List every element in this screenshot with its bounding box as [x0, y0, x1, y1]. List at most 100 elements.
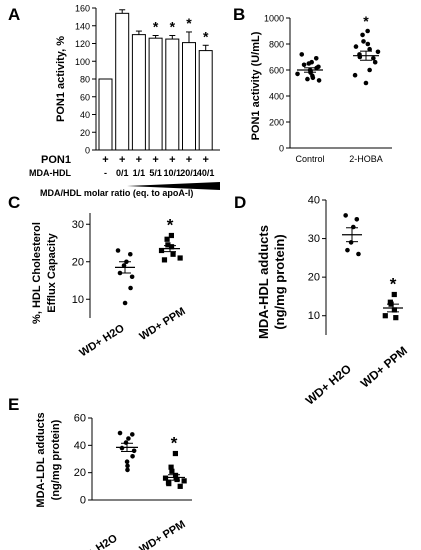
panel-e-point	[125, 463, 130, 469]
panel-c-cat-h2o: WD+ H2O	[77, 322, 126, 359]
panel-b-ytick-label: 400	[269, 92, 284, 102]
panel-b-point	[367, 67, 372, 73]
panel-e-point	[125, 467, 130, 473]
panel-b-point	[295, 71, 300, 77]
panel-a-bar	[182, 42, 196, 151]
panel-c-point	[177, 255, 183, 261]
panel-c-point	[122, 300, 128, 306]
panel-c-point	[115, 248, 121, 253]
panel-e-point	[126, 436, 131, 441]
panel-a-ratio-wedge	[127, 182, 220, 190]
panel-a-significance: *	[153, 19, 159, 35]
panel-a-bar	[131, 34, 146, 151]
panel-c-ylabel-line1: %, HDL Cholesterol	[31, 222, 43, 324]
panel-b-point	[372, 59, 378, 65]
panel-e-scatter: 0 20 40 60 * MDA-LDL adducts (ng/mg protein…	[35, 412, 192, 550]
panel-a-pon1-cell: +	[186, 154, 192, 166]
panel-c-significance: *	[167, 216, 174, 235]
panel-a-mda-hdl-cell: 5/1	[149, 168, 162, 178]
panel-e-ylabel-line1: MDA-LDL adducts	[35, 412, 47, 507]
panel-e-point	[174, 476, 180, 483]
panel-b-point	[299, 52, 305, 57]
panel-d-cat-h2o: WD+ H2O	[303, 362, 354, 408]
panel-d-point	[393, 315, 399, 321]
panel-c-scatter: 10 20 30 * %, HDL Cholesterol Efflux Capac…	[31, 213, 188, 359]
panel-a-mda-hdl-cell: 20/1	[180, 168, 198, 178]
panel-e-cat-ppm: WD+ PPM	[137, 518, 187, 550]
panel-d-ytick-label: 40	[308, 195, 320, 207]
panel-a-significance: *	[203, 28, 209, 44]
panel-letter-e: E	[8, 395, 19, 414]
panel-e-ytick-label: 0	[80, 495, 86, 507]
panel-d-point	[343, 213, 348, 218]
panel-b-point	[375, 49, 381, 55]
panel-a-ytick-label: 160	[75, 4, 90, 14]
panel-a-row-label-pon1: PON1	[41, 154, 71, 166]
panel-a-bar-chart: 0 20 40 60 80 100 120 140 160 * * * * PON1 activity…	[29, 4, 220, 198]
panel-b-significance: *	[363, 13, 369, 29]
panel-a-pon1-cell: +	[136, 154, 142, 166]
panel-a-pon1-cell: +	[202, 154, 208, 166]
panel-d-ylabel-line1: MDA-HDL adducts	[256, 225, 271, 339]
panel-d-point	[382, 313, 388, 319]
panel-b-cat-2hoba: 2-HOBA	[349, 154, 383, 164]
panel-c-point	[127, 251, 133, 257]
panel-b-point	[314, 65, 319, 71]
panel-a-mda-hdl-cell: 0/1	[116, 168, 129, 178]
panel-d-cat-ppm: WD+ PPM	[358, 344, 410, 391]
panel-a-bar	[198, 50, 213, 151]
panel-e-point	[177, 483, 183, 489]
panel-b-point	[305, 76, 310, 82]
panel-e-point	[131, 448, 137, 454]
panel-d-point	[391, 307, 398, 313]
panel-letter-d: D	[234, 193, 246, 212]
panel-e-point	[166, 481, 172, 487]
panel-a-pon1-cell: +	[119, 154, 125, 166]
panel-e-point	[168, 464, 174, 470]
panel-a-ytick-label: 20	[80, 128, 90, 138]
panel-a-mda-hdl-cell: 1/1	[133, 168, 146, 178]
panel-e-point	[119, 445, 125, 451]
panel-e-ytick-label: 20	[74, 467, 86, 479]
panel-b-point	[310, 75, 316, 81]
panel-e-point	[172, 472, 179, 478]
panel-b-point	[301, 62, 307, 68]
panel-c-ytick-label: 10	[72, 294, 84, 306]
panel-c-point	[161, 257, 168, 263]
panel-letter-c: C	[8, 193, 20, 212]
panel-a-pon1-cell: +	[102, 154, 108, 166]
panel-a-ytick-label: 120	[75, 39, 90, 49]
panel-d-ytick-label: 10	[308, 310, 320, 322]
panel-e-point	[124, 459, 130, 465]
panel-d-ytick-label: 30	[308, 233, 320, 245]
panel-a-row-label-mda-hdl: MDA-HDL	[29, 168, 71, 178]
panel-b-ytick-label: 200	[269, 118, 284, 128]
panel-a-significance: *	[170, 19, 176, 35]
panel-d-significance: *	[390, 275, 397, 294]
panel-e-point	[162, 475, 169, 481]
panel-a-ylabel: PON1 activity, %	[55, 36, 67, 122]
panel-a-ytick-label: 80	[80, 75, 90, 85]
panel-e-point	[169, 468, 175, 474]
panel-a-bar	[98, 78, 113, 151]
panel-c-point	[165, 242, 171, 248]
panel-a-mda-hdl-cell: 40/1	[197, 168, 215, 178]
panel-b-point	[365, 28, 370, 34]
panel-b-point	[363, 80, 369, 86]
panel-b-ytick-label: 800	[269, 40, 284, 50]
panel-b-point	[316, 78, 322, 83]
panel-e-point	[181, 478, 187, 484]
panel-b-ytick-label: 600	[269, 66, 284, 76]
panel-c-point	[170, 251, 176, 257]
panel-e-point	[123, 440, 129, 445]
panel-b-point	[361, 39, 366, 44]
panel-a-bar	[115, 12, 130, 151]
panel-b-point	[360, 32, 365, 38]
panel-a-bar	[148, 37, 163, 151]
panel-a-ytick-label: 60	[80, 92, 90, 102]
panel-e-ytick-label: 60	[74, 413, 86, 425]
panel-e-point	[172, 450, 179, 457]
panel-c-point	[168, 244, 175, 250]
panel-d-point	[348, 240, 354, 245]
